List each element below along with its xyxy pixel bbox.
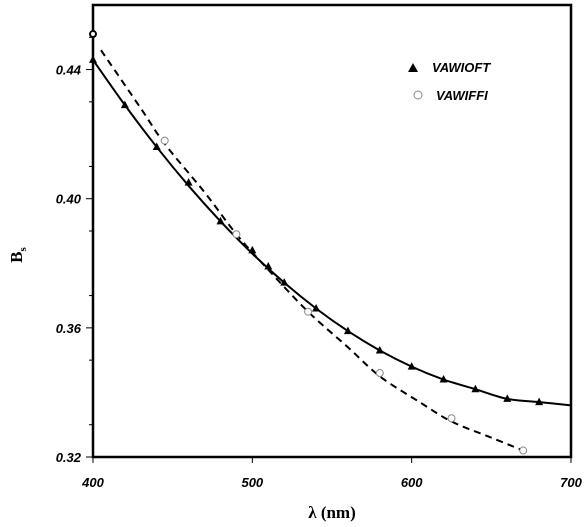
- vawiffi-point: [447, 414, 456, 423]
- x-tick-label: 500: [241, 475, 263, 490]
- vawioft-point: [407, 362, 416, 370]
- vawiffi-point: [160, 136, 169, 145]
- vawiffi-point: [375, 369, 384, 378]
- y-tick-label: 0.44: [56, 63, 82, 78]
- vawioft-point: [535, 397, 544, 406]
- vawioft-point: [216, 216, 225, 225]
- y-tick-label: 0.32: [56, 450, 82, 465]
- vawioft-point: [439, 375, 448, 383]
- y-axis-title: Bs: [7, 246, 29, 262]
- vawioft-point: [184, 178, 193, 186]
- legend-triangle-icon: [408, 63, 418, 72]
- plot-frame: [91, 3, 573, 459]
- x-tick-label: 400: [81, 475, 104, 490]
- vawioft-point: [89, 55, 97, 63]
- vawioft-point: [312, 303, 321, 312]
- vawioft-point: [280, 278, 289, 286]
- legend-entry-vawioft: VAWIOFT: [408, 60, 491, 75]
- y-ticks: 0.32 0.36 0.40 0.44: [56, 36, 93, 465]
- series-curves: [92, 49, 572, 452]
- vawioft-point: [343, 326, 352, 335]
- vawioft-point: [375, 345, 384, 354]
- vawiffi-point: [89, 30, 97, 39]
- y-axis-title-main: B: [7, 251, 26, 262]
- vawiffi-point: [232, 230, 241, 239]
- x-axis-title: λ (nm): [308, 503, 356, 522]
- legend: VAWIOFT VAWIFFI: [408, 60, 491, 103]
- y-tick-label: 0.40: [56, 192, 82, 207]
- vawioft-point: [120, 100, 129, 109]
- legend-entry-vawiffi: VAWIFFI: [413, 88, 488, 103]
- vawioft-point: [503, 394, 512, 402]
- legend-label-vawioft: VAWIOFT: [432, 60, 491, 75]
- vawiffi-point: [304, 307, 313, 316]
- legend-label-vawiffi: VAWIFFI: [436, 88, 488, 103]
- y-axis-title-subscript: s: [17, 246, 29, 251]
- series-markers: [89, 30, 544, 455]
- series-1-curve: [100, 49, 524, 452]
- x-tick-label: 600: [401, 475, 423, 490]
- legend-circle-icon: [413, 90, 423, 100]
- vawioft-point: [152, 142, 161, 151]
- vawioft-point: [248, 245, 257, 254]
- vawioft-point: [471, 384, 480, 393]
- vawiffi-point: [519, 446, 528, 455]
- series-0-curve: [92, 59, 572, 407]
- x-tick-label: 700: [560, 475, 582, 490]
- vawioft-point: [264, 262, 273, 270]
- x-ticks: 400 500 600 700: [81, 457, 583, 490]
- y-tick-label: 0.36: [56, 321, 82, 336]
